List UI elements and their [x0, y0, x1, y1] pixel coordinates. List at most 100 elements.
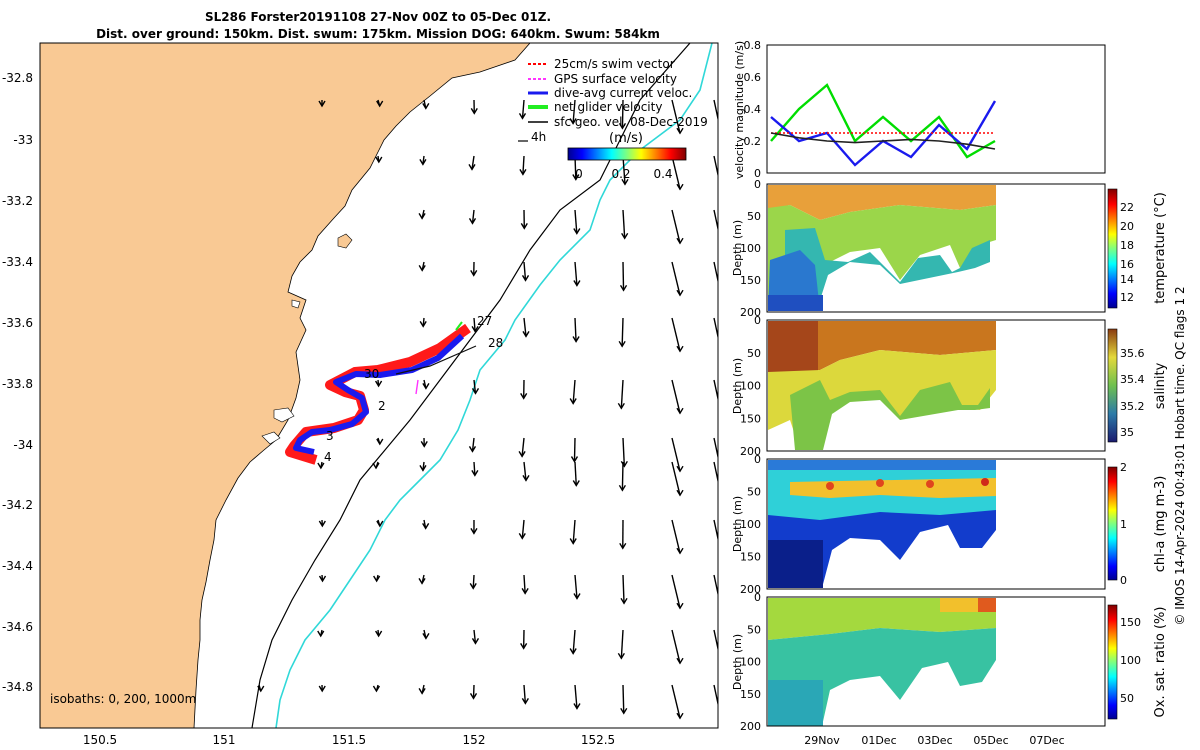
velocity-arrow-head	[420, 441, 428, 448]
velocity-arrow-head	[719, 294, 725, 299]
footer-credit: © IMOS 14-Apr-2024 00:43:01 Hobart time.…	[1173, 286, 1187, 625]
geostrophic-velocity-arrows	[257, 99, 725, 722]
chla-colorbar	[1107, 466, 1118, 581]
velocity-arrow-head	[376, 520, 384, 528]
depth-tick: 50	[747, 486, 761, 499]
map-xtick: 151	[213, 733, 236, 747]
map-xtick: 150.5	[83, 733, 117, 747]
temperature-field-warm	[768, 185, 996, 220]
chla-field-max	[790, 478, 996, 498]
velocity-arrow-head	[418, 688, 426, 695]
sal-cblabel: salinity	[1153, 362, 1168, 409]
velocity-arrow	[622, 155, 626, 185]
velocity-arrow-head	[572, 174, 580, 181]
time-xtick: 07Dec	[1029, 734, 1064, 747]
depth-tick: 200	[740, 445, 761, 458]
velocity-arrow-head	[318, 100, 326, 108]
velocity-arrow-head	[470, 108, 478, 115]
temperature-panel: 22 20 18 16 14 12 temperature (°C) Depth…	[731, 183, 1168, 313]
velocity-arrow	[671, 629, 681, 664]
velocity-arrow-head	[519, 169, 527, 176]
chla-ylabel: Depth (m)	[731, 496, 744, 552]
depth-tick: 0	[754, 591, 761, 604]
velocity-arrow-head	[422, 523, 430, 530]
depth-tick: 100	[740, 656, 761, 669]
salinity-panel: 35.6 35.4 35.2 35 salinity Depth (m)	[731, 319, 1168, 452]
salinity-field-high	[768, 321, 996, 372]
velocity-arrow	[621, 461, 624, 491]
velocity-arrow-head	[318, 520, 326, 528]
velocity-arrow	[621, 317, 624, 347]
velocity-arrow-head	[518, 113, 527, 120]
map-ytick: -34.6	[2, 620, 33, 634]
chla-cbtick: 0	[1120, 574, 1127, 587]
temperature-colorbar	[1107, 188, 1118, 309]
velocity-arrow-head	[719, 132, 725, 137]
velocity-arrow-head	[569, 398, 577, 405]
velocity-arrow-head	[520, 223, 528, 230]
velocity-arrow	[574, 574, 578, 599]
depth-tick: 50	[747, 210, 761, 223]
velocity-panel: 0.8 0.6 0.4 0.2 0 velocity magnitude (m/…	[733, 39, 1106, 180]
velocity-arrow-head	[617, 652, 625, 660]
sal-cbtick: 35	[1120, 426, 1134, 439]
colorbar-tick-0.4: 0.4	[653, 167, 672, 181]
map-ytick: -34.4	[2, 559, 33, 573]
velocity-arrow	[473, 317, 476, 332]
velocity-arrow-head	[376, 100, 384, 108]
velocity-series	[770, 83, 997, 167]
velocity-arrow-head	[719, 412, 725, 417]
velocity-arrow	[671, 379, 681, 414]
velocity-arrow-head	[621, 178, 629, 186]
legend-gps-velocity: GPS surface velocity	[554, 72, 677, 86]
velocity-arrow-head	[719, 717, 725, 722]
velocity-arrow-head	[719, 552, 725, 557]
speed-colorbar	[567, 147, 687, 161]
chla-cblabel: chl-a (mg m-3)	[1153, 476, 1168, 573]
velocity-arrow	[473, 461, 476, 476]
velocity-arrow	[671, 437, 681, 472]
title-line-2: Dist. over ground: 150km. Dist. swum: 17…	[96, 27, 660, 41]
salinity-colorbar	[1107, 328, 1118, 443]
map-ytick: -34.2	[2, 498, 33, 512]
velocity-arrow-head	[621, 232, 629, 240]
isobath-200m	[251, 43, 691, 728]
velocity-arrow-head	[419, 159, 427, 166]
velocity-arrow-head	[418, 578, 426, 585]
velocity-arrow	[523, 317, 527, 337]
velocity-arrow	[621, 99, 624, 129]
glider-track	[285, 321, 477, 465]
velocity-arrow-head	[719, 662, 725, 667]
velocity-arrow-head	[719, 470, 725, 475]
velocity-arrow	[521, 99, 525, 119]
depth-tick: 100	[740, 242, 761, 255]
temp-cbtick: 18	[1120, 239, 1134, 252]
map-ytick: -33.2	[2, 194, 33, 208]
map-xtick: 152	[463, 733, 486, 747]
velocity-arrow-head	[419, 465, 427, 472]
map-ytick: -33.8	[2, 377, 33, 391]
sal-cbtick: 35.4	[1120, 373, 1145, 386]
velocity-arrow-head	[570, 456, 579, 463]
vel-ytick: 0	[754, 167, 761, 180]
map-xtick: 152.5	[581, 733, 615, 747]
velocity-arrow	[713, 519, 718, 543]
track-label-2: 2	[378, 399, 386, 413]
velocity-arrow-head	[422, 633, 430, 640]
velocity-arrow-head	[422, 103, 430, 110]
oxygen-field-high	[768, 598, 996, 640]
velocity-arrow	[620, 629, 624, 659]
velocity-arrow-head	[719, 242, 725, 247]
velocity-arrow	[573, 437, 576, 462]
velocity-arrow-head	[676, 547, 684, 555]
velocity-arrow-head	[573, 228, 581, 235]
velocity-arrow-head	[418, 265, 426, 272]
velocity-arrow-head	[419, 321, 427, 328]
velocity-arrow-head	[520, 393, 528, 400]
depth-tick: 200	[740, 306, 761, 319]
legend-sfc-geo-vel: sfc geo. vel. 08-Dec-2019	[554, 115, 708, 129]
velocity-arrow-head	[619, 542, 627, 550]
velocity-arrow-head	[376, 438, 384, 446]
velocity-arrow-head	[470, 528, 478, 535]
